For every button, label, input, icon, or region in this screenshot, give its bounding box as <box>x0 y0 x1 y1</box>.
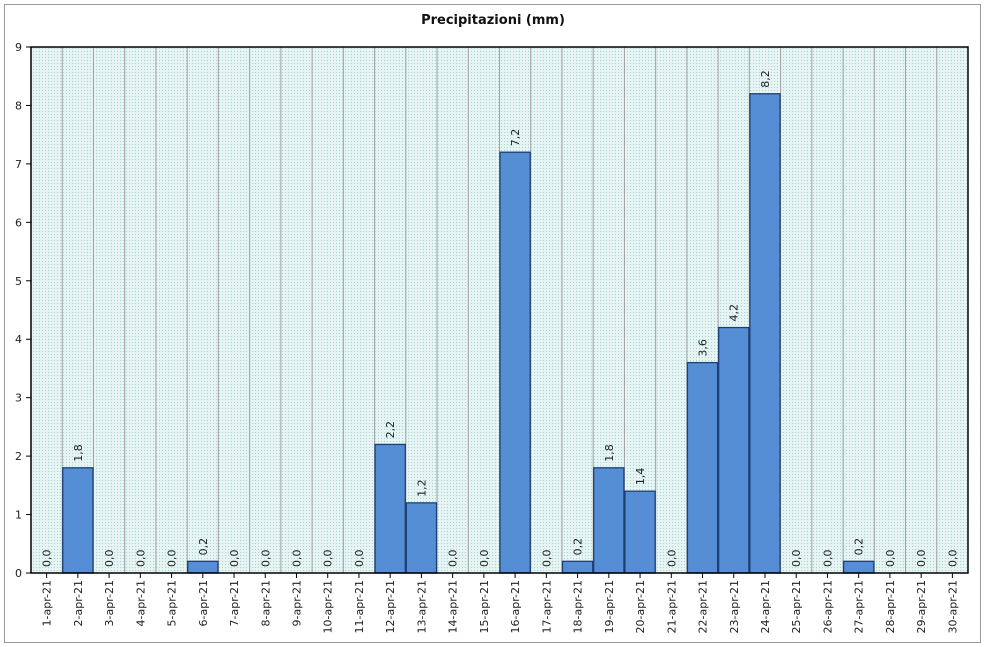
x-tick-label: 27-apr-21 <box>853 580 866 633</box>
x-tick-label: 9-apr-21 <box>290 580 303 626</box>
x-tick-label: 7-apr-21 <box>228 580 241 626</box>
x-tick-label: 29-apr-21 <box>915 580 928 633</box>
y-tick-label: 6 <box>15 216 22 229</box>
data-label: 1,2 <box>415 479 428 497</box>
x-tick-label: 4-apr-21 <box>134 580 147 626</box>
y-tick-label: 4 <box>15 333 22 346</box>
data-label: 0,0 <box>946 550 959 568</box>
y-axis-ticks: 0 1 2 3 4 5 6 7 8 9 <box>15 41 31 580</box>
data-label: 0,2 <box>197 538 210 556</box>
data-label: 2,2 <box>384 421 397 439</box>
plot-border <box>30 46 969 574</box>
bar <box>624 490 656 574</box>
x-tick-label: 30-apr-21 <box>946 580 959 633</box>
x-tick-label: 2-apr-21 <box>72 580 85 626</box>
data-label: 0,0 <box>290 550 303 568</box>
x-tick-label: 28-apr-21 <box>884 580 897 633</box>
data-label: 0,0 <box>353 550 366 568</box>
data-label: 0,0 <box>134 550 147 568</box>
data-label: 0,0 <box>447 550 460 568</box>
x-tick-label: 3-apr-21 <box>103 580 116 626</box>
y-tick-label: 2 <box>15 450 22 463</box>
x-tick-label: 19-apr-21 <box>603 580 616 633</box>
y-tick-label: 5 <box>15 275 22 288</box>
data-label: 0,0 <box>228 550 241 568</box>
x-tick-label: 21-apr-21 <box>665 580 678 633</box>
x-tick-label: 13-apr-21 <box>415 580 428 633</box>
data-label: 7,2 <box>509 129 522 147</box>
x-tick-label: 8-apr-21 <box>259 580 272 626</box>
data-label: 0,0 <box>166 550 179 568</box>
x-tick-label: 12-apr-21 <box>384 580 397 633</box>
bar <box>593 467 625 574</box>
data-label: 0,0 <box>478 550 491 568</box>
y-tick-label: 9 <box>15 41 22 54</box>
bar <box>749 93 781 574</box>
bar <box>374 443 406 574</box>
data-label: 8,2 <box>759 70 772 88</box>
x-tick-label: 20-apr-21 <box>634 580 647 633</box>
x-tick-label: 23-apr-21 <box>728 580 741 633</box>
data-label: 0,0 <box>259 550 272 568</box>
data-label: 0,0 <box>790 550 803 568</box>
data-label: 0,0 <box>821 550 834 568</box>
data-label: 0,2 <box>853 538 866 556</box>
data-label: 0,0 <box>322 550 335 568</box>
x-axis-ticks: 1-apr-21 2-apr-21 3-apr-21 4-apr-21 5-apr-21… <box>41 573 959 633</box>
y-tick-label: 8 <box>15 99 22 112</box>
chart-title: Precipitazioni (mm) <box>421 13 565 28</box>
data-label: 0,0 <box>41 550 54 568</box>
bar <box>187 560 219 574</box>
data-label: 0,0 <box>540 550 553 568</box>
x-tick-label: 26-apr-21 <box>821 580 834 633</box>
bar <box>561 560 594 574</box>
data-label: 3,6 <box>697 339 710 357</box>
data-label: 0,0 <box>103 550 116 568</box>
data-label: 0,0 <box>665 550 678 568</box>
bar <box>62 467 94 574</box>
data-label: 4,2 <box>728 304 741 322</box>
bar <box>842 560 875 574</box>
data-label: 0,0 <box>915 550 928 568</box>
x-tick-label: 16-apr-21 <box>509 580 522 633</box>
y-tick-label: 3 <box>15 392 22 405</box>
x-tick-label: 17-apr-21 <box>540 580 553 633</box>
y-tick-label: 1 <box>15 509 22 522</box>
bar <box>717 326 750 574</box>
data-label: 1,8 <box>72 444 85 462</box>
data-label: 1,8 <box>603 444 616 462</box>
y-tick-label: 7 <box>15 158 22 171</box>
x-tick-label: 5-apr-21 <box>166 580 179 626</box>
x-tick-label: 15-apr-21 <box>478 580 491 633</box>
x-tick-label: 10-apr-21 <box>322 580 335 633</box>
data-label: 0,2 <box>572 538 585 556</box>
bar <box>405 502 438 574</box>
bar <box>499 151 531 574</box>
x-tick-label: 25-apr-21 <box>790 580 803 633</box>
x-tick-label: 18-apr-21 <box>572 580 585 633</box>
y-tick-label: 0 <box>15 567 22 580</box>
x-tick-label: 1-apr-21 <box>41 580 54 626</box>
bars <box>62 93 875 574</box>
x-tick-label: 11-apr-21 <box>353 580 366 633</box>
x-tick-label: 14-apr-21 <box>447 580 460 633</box>
x-tick-label: 24-apr-21 <box>759 580 772 633</box>
x-tick-label: 6-apr-21 <box>197 580 210 626</box>
data-labels: 0,0 1,8 0,0 0,0 0,0 0,2 0,0 0,0 0,0 0,0 0,0 2,2 1,2 0… <box>41 70 960 567</box>
data-label: 1,4 <box>634 468 647 486</box>
bar <box>686 361 719 574</box>
x-tick-label: 22-apr-21 <box>697 580 710 633</box>
data-label: 0,0 <box>884 550 897 568</box>
